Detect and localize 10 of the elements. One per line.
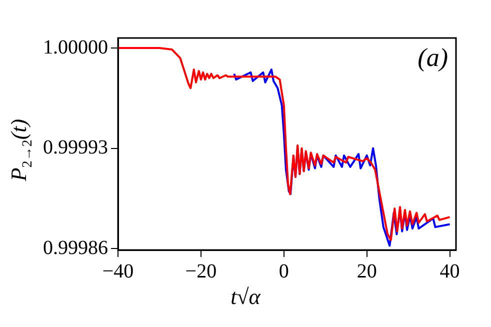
x-tick-label: −40 (102, 260, 134, 282)
x-tick-label: 40 (440, 260, 460, 282)
x-tick-label: 0 (278, 260, 289, 282)
annotation: (a) (418, 42, 448, 72)
y-tick-label: 1.00000 (43, 36, 108, 58)
y-tick-label: 0.99993 (43, 136, 108, 159)
y-tick-label: 0.99986 (43, 236, 108, 259)
x-tick-label: −20 (185, 260, 217, 282)
x-tick-label: 20 (356, 260, 377, 282)
x-axis-title: t√α (230, 284, 262, 310)
